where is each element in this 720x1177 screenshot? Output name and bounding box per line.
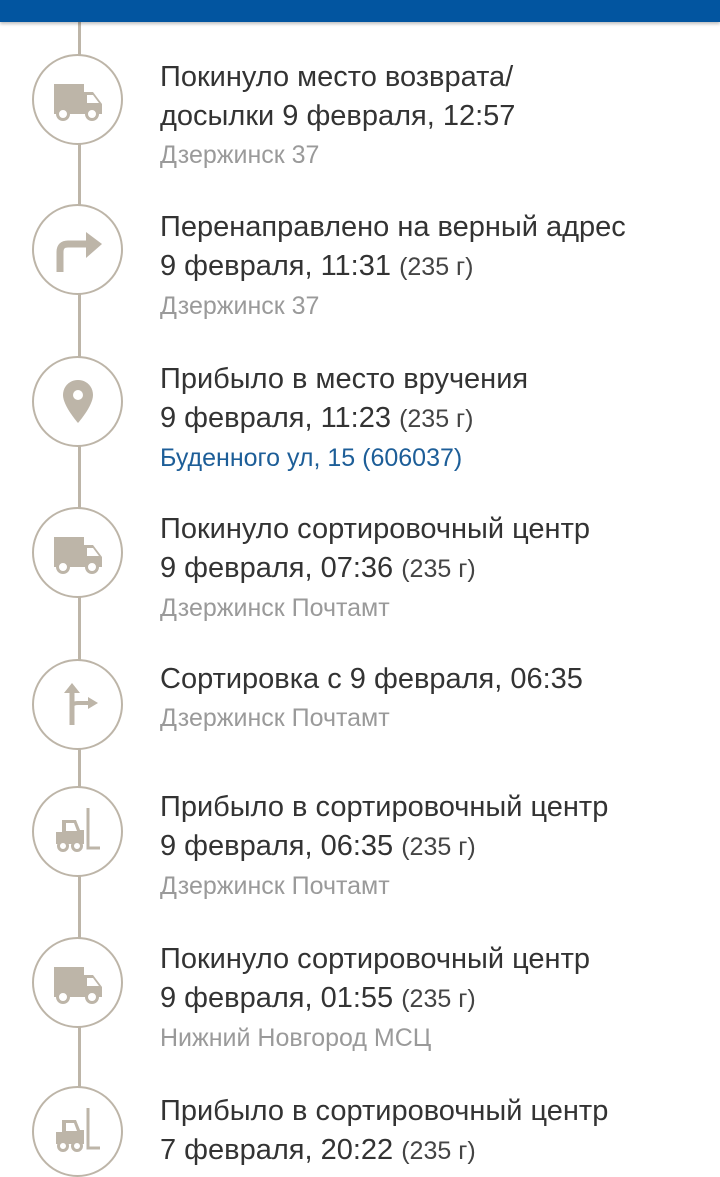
location-pin-icon — [50, 374, 106, 430]
event-title-line: Прибыло в сортировочный центр — [160, 788, 700, 827]
truck-status-circle — [32, 507, 123, 598]
forklift-icon — [50, 1104, 106, 1160]
event-title-text: Перенаправлено на верный адрес — [160, 211, 626, 243]
event-location: Дзержинск 37 — [160, 141, 320, 169]
event-title-text: Сортировка с 9 февраля, 06:35 — [160, 663, 583, 695]
truck-icon — [50, 72, 106, 128]
event-title-line: Прибыло в место вручения — [160, 360, 700, 399]
event-text: Перенаправлено на верный адрес 9 февраля,… — [160, 208, 700, 325]
turn-right-icon — [50, 222, 106, 278]
event-title-text: Прибыло в сортировочный центр — [160, 791, 609, 823]
app-header-bar — [0, 0, 720, 22]
event-title-line: Покинуло сортировочный центр — [160, 510, 700, 549]
truck-icon — [50, 525, 106, 581]
event-text: Прибыло в место вручения 9 февраля, 11:23… — [160, 360, 700, 477]
truck-status-circle — [32, 937, 123, 1028]
event-weight: (235 г) — [399, 253, 474, 281]
event-text: Покинуло сортировочный центр 9 февраля, 0… — [160, 940, 700, 1057]
event-title-text: досылки 9 февраля, 12:57 — [160, 100, 516, 132]
event-weight: (235 г) — [401, 985, 476, 1013]
event-text: Сортировка с 9 февраля, 06:35 Дзержинск П… — [160, 660, 700, 737]
event-title-text: Покинуло место возврата/ — [160, 61, 514, 93]
sorting-status-circle — [32, 659, 123, 750]
event-title-line: 9 февраля, 07:36 (235 г) — [160, 549, 700, 589]
truck-icon — [50, 955, 106, 1011]
event-title-line: 7 февраля, 20:22 (235 г) — [160, 1131, 700, 1171]
event-location: Дзержинск Почтамт — [160, 872, 390, 900]
event-title-text: 9 февраля, 01:55 — [160, 982, 394, 1014]
event-title-text: 7 февраля, 20:22 — [160, 1134, 394, 1166]
event-location: Дзержинск Почтамт — [160, 594, 390, 622]
sorting-icon — [50, 677, 106, 733]
event-weight: (235 г) — [401, 555, 476, 583]
event-location: Нижний Новгород МСЦ — [160, 1024, 432, 1052]
location-pin-status-circle — [32, 356, 123, 447]
event-title-line: Покинуло сортировочный центр — [160, 940, 700, 979]
forklift-status-circle — [32, 1086, 123, 1177]
event-text: Прибыло в сортировочный центр 9 февраля, … — [160, 788, 700, 905]
event-weight: (235 г) — [401, 1137, 476, 1165]
event-weight: (235 г) — [401, 833, 476, 861]
event-title-line: Покинуло место возврата/ — [160, 58, 700, 97]
event-title-text: Покинуло сортировочный центр — [160, 943, 590, 975]
event-text: Покинуло место возврата/досылки 9 феврал… — [160, 58, 700, 174]
event-weight: (235 г) — [399, 405, 474, 433]
event-title-line: 9 февраля, 11:23 (235 г) — [160, 399, 700, 439]
forklift-status-circle — [32, 786, 123, 877]
event-title-line: Сортировка с 9 февраля, 06:35 — [160, 660, 700, 699]
event-title-line: 9 февраля, 06:35 (235 г) — [160, 827, 700, 867]
event-title-line: Прибыло в сортировочный центр — [160, 1092, 700, 1131]
event-title-text: 9 февраля, 11:31 — [160, 250, 391, 282]
event-title-line: 9 февраля, 11:31 (235 г) — [160, 247, 700, 287]
turn-right-status-circle — [32, 204, 123, 295]
event-location: Дзержинск 37 — [160, 292, 320, 320]
event-title-text: Покинуло сортировочный центр — [160, 513, 590, 545]
event-title-line: Перенаправлено на верный адрес — [160, 208, 700, 247]
event-title-text: 9 февраля, 07:36 — [160, 552, 394, 584]
event-title-text: Прибыло в сортировочный центр — [160, 1095, 609, 1127]
event-text: Покинуло сортировочный центр 9 февраля, 0… — [160, 510, 700, 627]
truck-status-circle — [32, 54, 123, 145]
event-title-text: Прибыло в место вручения — [160, 363, 529, 395]
event-address-link[interactable]: Буденного ул, 15 (606037) — [160, 444, 463, 472]
event-title-text: 9 февраля, 06:35 — [160, 830, 394, 862]
event-text: Прибыло в сортировочный центр 7 февраля, … — [160, 1092, 700, 1171]
forklift-icon — [50, 804, 106, 860]
event-title-text: 9 февраля, 11:23 — [160, 402, 391, 434]
event-title-line: 9 февраля, 01:55 (235 г) — [160, 979, 700, 1019]
event-title-line: досылки 9 февраля, 12:57 — [160, 97, 700, 136]
event-location: Дзержинск Почтамт — [160, 704, 390, 732]
